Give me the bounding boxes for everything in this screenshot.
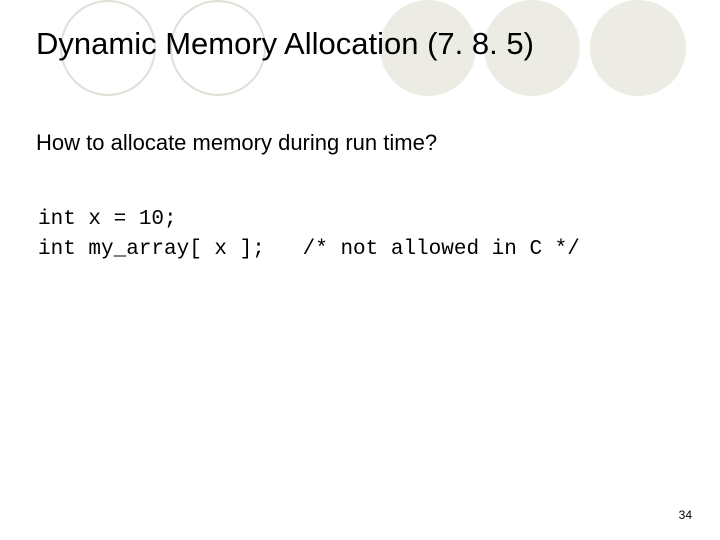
code-example: int x = 10; int my_array[ x ]; /* not al… bbox=[38, 205, 580, 265]
decorative-circle bbox=[590, 0, 686, 96]
slide-subtitle: How to allocate memory during run time? bbox=[36, 130, 437, 156]
slide-title: Dynamic Memory Allocation (7. 8. 5) bbox=[36, 26, 534, 62]
decorative-circles bbox=[0, 0, 720, 540]
page-number: 34 bbox=[679, 508, 692, 522]
